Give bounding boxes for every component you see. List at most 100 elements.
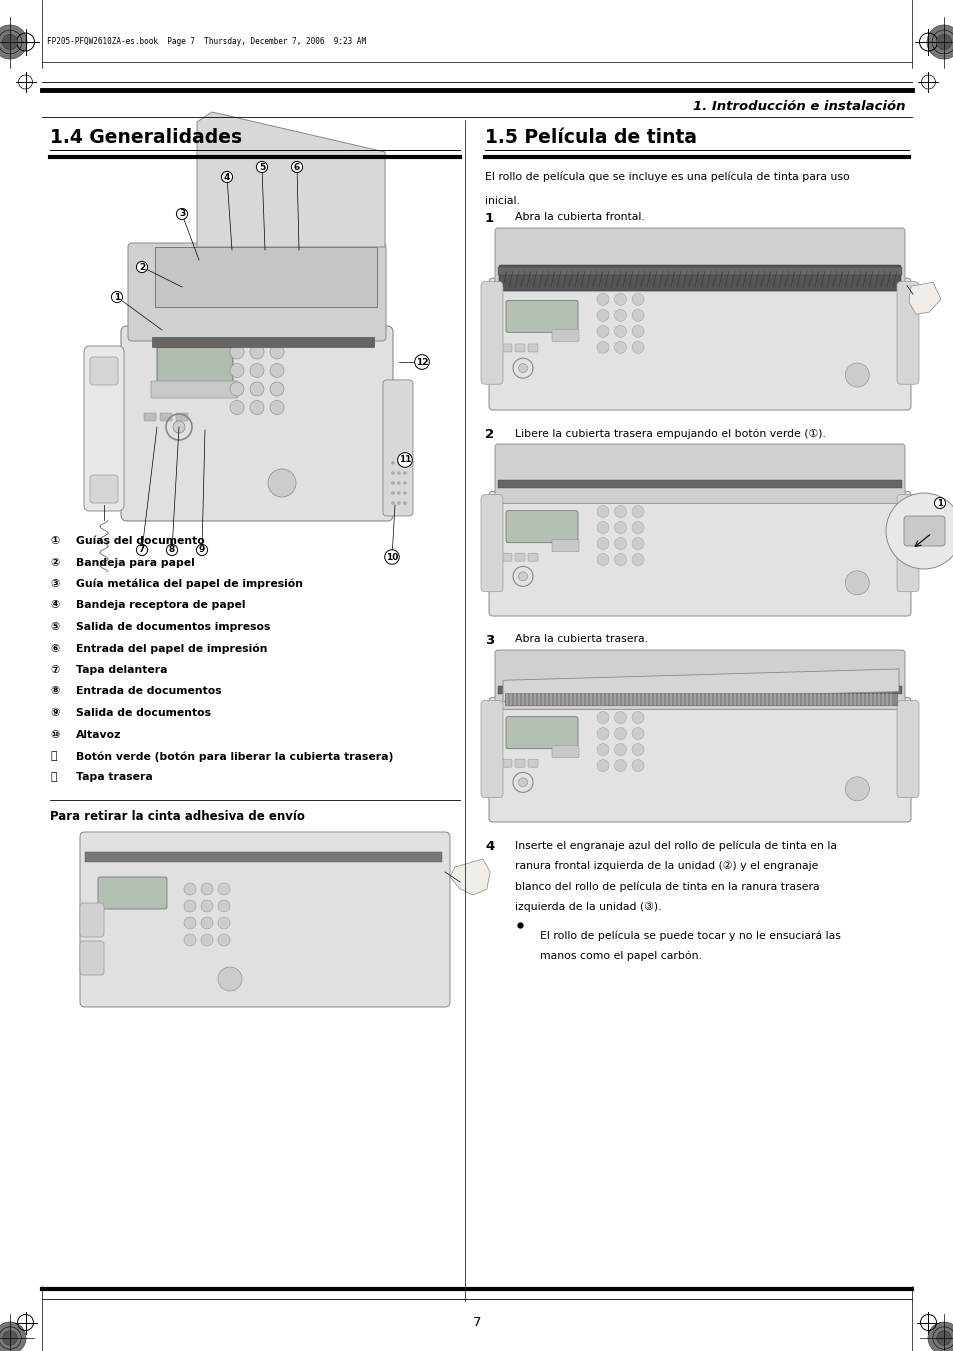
Circle shape bbox=[201, 900, 213, 912]
Circle shape bbox=[631, 293, 643, 305]
Polygon shape bbox=[154, 247, 376, 307]
Circle shape bbox=[230, 400, 244, 415]
Text: 4: 4 bbox=[224, 173, 230, 181]
Text: Salida de documentos impresos: Salida de documentos impresos bbox=[76, 621, 270, 632]
Text: 1: 1 bbox=[113, 293, 120, 301]
Text: 1: 1 bbox=[484, 212, 494, 226]
Text: blanco del rollo de película de tinta en la ranura trasera: blanco del rollo de película de tinta en… bbox=[515, 881, 819, 892]
Circle shape bbox=[391, 471, 395, 474]
Circle shape bbox=[936, 1331, 950, 1346]
Text: Inserte el engranaje azul del rollo de película de tinta en la: Inserte el engranaje azul del rollo de p… bbox=[515, 840, 836, 851]
Polygon shape bbox=[196, 112, 385, 247]
Text: 1.4 Generalidades: 1.4 Generalidades bbox=[50, 128, 242, 147]
Circle shape bbox=[391, 481, 395, 485]
FancyBboxPatch shape bbox=[160, 413, 172, 422]
FancyBboxPatch shape bbox=[480, 701, 502, 797]
Bar bbox=[152, 336, 374, 347]
Text: ③: ③ bbox=[50, 580, 59, 589]
Circle shape bbox=[518, 363, 527, 373]
FancyBboxPatch shape bbox=[480, 281, 502, 384]
Text: 7: 7 bbox=[473, 1316, 480, 1329]
Circle shape bbox=[184, 934, 195, 946]
Bar bbox=[497, 686, 901, 694]
Circle shape bbox=[250, 382, 264, 396]
Circle shape bbox=[201, 884, 213, 894]
Text: ⑤: ⑤ bbox=[50, 621, 59, 632]
Text: El rollo de película que se incluye es una película de tinta para uso: El rollo de película que se incluye es u… bbox=[484, 172, 849, 182]
Circle shape bbox=[631, 326, 643, 338]
Circle shape bbox=[396, 492, 400, 494]
Circle shape bbox=[614, 342, 626, 354]
Text: 1.5 Película de tinta: 1.5 Película de tinta bbox=[484, 128, 697, 147]
FancyBboxPatch shape bbox=[90, 476, 118, 503]
Text: Botón verde (botón para liberar la cubierta trasera): Botón verde (botón para liberar la cubie… bbox=[76, 751, 393, 762]
Circle shape bbox=[2, 34, 18, 50]
Circle shape bbox=[230, 345, 244, 359]
FancyBboxPatch shape bbox=[501, 759, 512, 767]
Text: ⑫: ⑫ bbox=[50, 773, 56, 782]
FancyBboxPatch shape bbox=[552, 539, 578, 551]
Circle shape bbox=[926, 26, 953, 59]
Circle shape bbox=[614, 743, 626, 755]
Circle shape bbox=[597, 759, 608, 771]
FancyBboxPatch shape bbox=[495, 228, 904, 290]
Text: ④: ④ bbox=[50, 600, 59, 611]
FancyBboxPatch shape bbox=[90, 357, 118, 385]
Circle shape bbox=[597, 554, 608, 566]
Circle shape bbox=[268, 469, 295, 497]
Circle shape bbox=[614, 759, 626, 771]
Circle shape bbox=[885, 493, 953, 569]
Text: 2: 2 bbox=[484, 428, 494, 440]
FancyBboxPatch shape bbox=[527, 553, 537, 561]
Circle shape bbox=[597, 521, 608, 534]
Text: Para retirar la cinta adhesiva de envío: Para retirar la cinta adhesiva de envío bbox=[50, 811, 305, 823]
Text: ⑥: ⑥ bbox=[50, 643, 59, 654]
Circle shape bbox=[184, 917, 195, 929]
Circle shape bbox=[614, 554, 626, 566]
Circle shape bbox=[597, 293, 608, 305]
Text: 3: 3 bbox=[179, 209, 185, 219]
Circle shape bbox=[631, 538, 643, 550]
Circle shape bbox=[614, 538, 626, 550]
Text: Entrada de documentos: Entrada de documentos bbox=[76, 686, 221, 697]
Circle shape bbox=[597, 309, 608, 322]
Text: Tapa delantera: Tapa delantera bbox=[76, 665, 168, 676]
FancyBboxPatch shape bbox=[505, 300, 578, 332]
Circle shape bbox=[597, 505, 608, 517]
Circle shape bbox=[597, 728, 608, 739]
FancyBboxPatch shape bbox=[527, 759, 537, 767]
Circle shape bbox=[403, 461, 406, 465]
Circle shape bbox=[218, 917, 230, 929]
Text: Bandeja receptora de papel: Bandeja receptora de papel bbox=[76, 600, 245, 611]
Circle shape bbox=[172, 422, 185, 434]
FancyBboxPatch shape bbox=[515, 759, 524, 767]
Polygon shape bbox=[908, 282, 940, 315]
Text: 1. Introducción e instalación: 1. Introducción e instalación bbox=[693, 100, 905, 112]
Circle shape bbox=[3, 1331, 17, 1346]
Circle shape bbox=[250, 363, 264, 377]
FancyBboxPatch shape bbox=[515, 345, 524, 353]
Circle shape bbox=[597, 342, 608, 354]
Circle shape bbox=[614, 505, 626, 517]
Text: 2: 2 bbox=[139, 262, 145, 272]
Circle shape bbox=[230, 363, 244, 377]
FancyBboxPatch shape bbox=[80, 942, 104, 975]
Circle shape bbox=[270, 382, 284, 396]
Polygon shape bbox=[502, 669, 898, 701]
Text: 5: 5 bbox=[258, 162, 265, 172]
Text: Libere la cubierta trasera empujando el botón verde (①).: Libere la cubierta trasera empujando el … bbox=[515, 428, 825, 439]
Circle shape bbox=[391, 461, 395, 465]
FancyBboxPatch shape bbox=[903, 516, 944, 546]
Text: ⑧: ⑧ bbox=[50, 686, 59, 697]
Text: Tapa trasera: Tapa trasera bbox=[76, 773, 152, 782]
Circle shape bbox=[844, 777, 868, 801]
Circle shape bbox=[250, 400, 264, 415]
FancyBboxPatch shape bbox=[128, 243, 386, 340]
Text: manos como el papel carbón.: manos como el papel carbón. bbox=[539, 951, 701, 961]
Circle shape bbox=[270, 400, 284, 415]
Circle shape bbox=[218, 934, 230, 946]
Circle shape bbox=[631, 712, 643, 724]
FancyBboxPatch shape bbox=[157, 347, 233, 386]
FancyBboxPatch shape bbox=[495, 650, 904, 709]
Circle shape bbox=[403, 501, 406, 505]
